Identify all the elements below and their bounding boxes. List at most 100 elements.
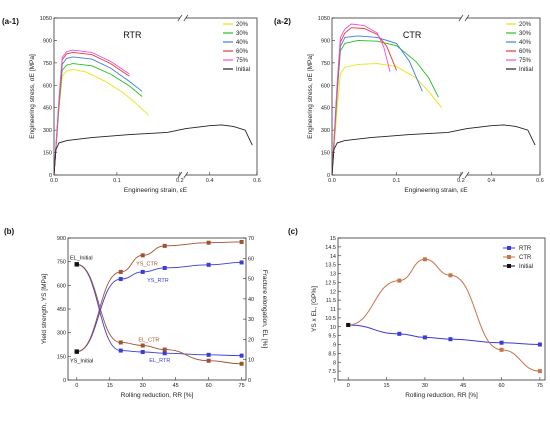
panel-a2-ylabel: Engineering stress, σE [MPa] (307, 54, 314, 139)
panel-a2-title: CTR (403, 30, 422, 40)
panel-c-xtick-label: 30 (422, 383, 428, 389)
panel-a2-ytick-label: 0 (327, 173, 330, 179)
panel-c-series-RTR (348, 324, 540, 345)
panel-c-ytick-label: 13 (330, 272, 336, 278)
panel-a1-xlabel: Engineering strain, εE (124, 187, 188, 194)
panel-b-ytick-right-label: 10 (248, 358, 254, 364)
panel-b-marker-EL_CTR (162, 347, 167, 352)
panel-b-xtick-label: 30 (140, 383, 146, 389)
panel-c-ytick-label: 11.5 (326, 298, 336, 304)
panel-b-marker-EL_RTR (206, 352, 211, 357)
panel-b-ytick-label: 0 (63, 378, 66, 384)
panel-b-ytick-label: 750 (57, 260, 66, 266)
panel-a2-break-mark (464, 171, 470, 179)
panel-c-xtick-label: 45 (460, 383, 466, 389)
panel-a1-xtick-label: 0.2 (176, 178, 184, 184)
panel-a1-ytick-label: 900 (43, 38, 52, 44)
panel-c-panel-label: (c) (288, 227, 298, 236)
panel-a2-series-60pct (331, 27, 397, 176)
panel-a2-legend-label: 30% (519, 31, 532, 37)
panel-c-marker-RTR (499, 340, 504, 345)
panel-a2-ytick-label: 450 (321, 106, 330, 112)
panel-a2-xtick-label: 0.2 (457, 178, 465, 184)
panel-a1-ytick-label: 300 (43, 128, 52, 134)
panel-a1-legend-label: 20% (236, 22, 249, 28)
panel-c-legend-marker (507, 246, 511, 250)
panel-a1-ylabel: Engineering stress, σE [MPa] (29, 54, 36, 139)
panel-a1-frame (53, 17, 258, 176)
panel-a1-break-mark (183, 14, 189, 22)
panel-a1-title: RTR (123, 30, 142, 40)
panel-a2-xtick-label: 0.6 (536, 178, 544, 184)
panel-c-ytick-label: 10.5 (325, 316, 336, 322)
panel-a2-legend-label: 75% (519, 58, 532, 64)
panel-b-marker-YS_RTR (162, 265, 167, 270)
panel-c-marker-RTR (537, 342, 542, 347)
panel-b-marker-EL_RTR (239, 353, 244, 358)
panel-c-legend-marker (507, 264, 511, 268)
panel-b-ytick-label: 450 (57, 307, 66, 313)
panel-b-marker-YS_RTR (206, 262, 211, 267)
panel-a2-ytick-label: 150 (321, 151, 330, 157)
panel-a2-series-30pct (331, 39, 439, 176)
panel-c-ytick-label: 8 (333, 360, 336, 366)
panel-a2-legend-label: 60% (519, 49, 532, 55)
panel-c-marker-CTR (499, 347, 504, 352)
panel-a2-break-gap-bottom (460, 173, 467, 177)
panel-b-ytick-right-label: 60 (248, 256, 254, 262)
panel-b-marker-EL_CTR (140, 343, 145, 348)
panel-b-marker-YS_CTR (118, 269, 123, 274)
panel-b-ytick-label: 600 (57, 283, 66, 289)
panel-c-legend-marker (507, 255, 511, 259)
panel-b-xtick-label: 60 (206, 383, 212, 389)
panel-a1-xtick-label: 0.6 (253, 178, 261, 184)
panel-b-ytick-right-label: 0 (248, 378, 251, 384)
panel-a1-series-75pct (53, 49, 130, 176)
panel-a2-legend-label: 20% (519, 22, 532, 28)
panel-b-marker-EL_Initial (74, 262, 79, 267)
panel-b-marker-EL_RTR (162, 351, 167, 356)
panel-a1-series-Initial (53, 124, 253, 176)
panel-a1-legend-label: 40% (236, 40, 249, 46)
panel-c-series-CTR (348, 258, 540, 372)
panel-a2-legend-label: Initial (519, 67, 533, 73)
panel-a2-ytick-label: 600 (321, 83, 330, 89)
panel-a1-ytick-label: 0 (49, 173, 52, 179)
panel-b-ytick-right-label: 30 (248, 317, 254, 323)
panel-b-xtick-label: 0 (75, 383, 78, 389)
panel-a2-series-20pct (331, 63, 442, 176)
panel-a1-ytick-label: 750 (43, 61, 52, 67)
panel-b-marker-YS_CTR (239, 239, 244, 244)
panel-a2-xtick-label: 0.1 (393, 178, 401, 184)
panel-c-ytick-label: 14 (330, 254, 336, 260)
panel-b-marker-EL_CTR (206, 358, 211, 363)
panel-c-ytick-label: 9 (333, 343, 336, 349)
panel-c-marker-CTR (397, 278, 402, 283)
panel-b-ylabel: Yield strength, YS [MPa] (41, 274, 48, 345)
panel-a1-legend-label: 30% (236, 31, 249, 37)
panel-c-marker-Initial (346, 322, 351, 327)
panel-a1-xtick-label: 0.0 (50, 178, 58, 184)
panel-b-marker-YS_CTR (206, 240, 211, 245)
panel-b-xtick-label: 15 (107, 383, 113, 389)
panel-b-marker-EL_RTR (140, 350, 145, 355)
panel-b-annotation-el-rtr: EL_RTR (149, 358, 170, 364)
panel-c-legend-label: RTR (519, 246, 532, 252)
panel-a2-series-Initial (331, 124, 536, 176)
panel-c-marker-CTR (448, 273, 453, 278)
panel-a2-xlabel: Engineering strain, εE (404, 187, 468, 194)
panel-b-annotation-ys-initial: YS_Initial (70, 359, 93, 365)
panel-c-marker-RTR (397, 331, 402, 336)
panel-a2-series-40pct (331, 35, 423, 176)
panel-c-marker-CTR (422, 257, 427, 262)
panel-b-marker-YS_CTR (140, 253, 145, 258)
panel-a1-break-mark (177, 14, 183, 22)
panel-b-xlabel: Rolling reduction, RR [%] (121, 392, 194, 399)
panel-a1-break-mark (183, 171, 189, 179)
panel-c-ytick-label: 15 (330, 236, 336, 242)
panel-c-ytick-label: 9.5 (328, 334, 336, 340)
panel-c-ytick-label: 12 (330, 289, 336, 295)
panel-a1-ytick-label: 600 (43, 83, 52, 89)
panel-b-xtick-label: 45 (173, 383, 179, 389)
panel-a2-xtick-label: 0.0 (328, 178, 336, 184)
